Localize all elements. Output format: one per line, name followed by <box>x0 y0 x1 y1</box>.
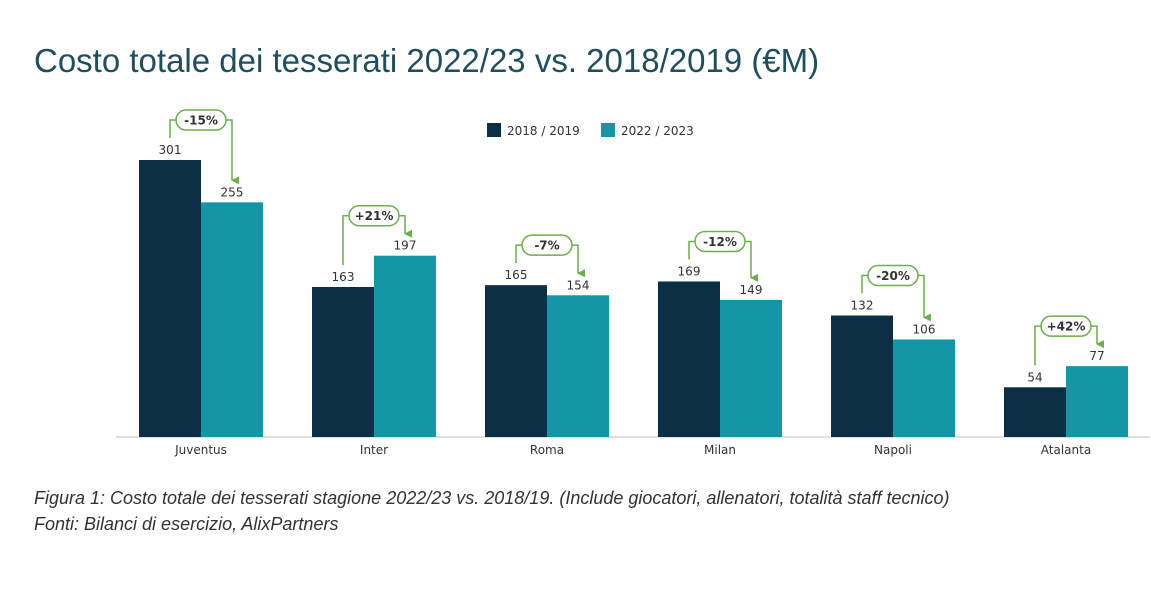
legend-swatch <box>487 123 501 137</box>
change-label: -12% <box>703 235 737 249</box>
value-label: 77 <box>1089 349 1104 363</box>
figure-source: Fonti: Bilanci di esercizio, AlixPartner… <box>34 514 339 534</box>
change-label: -15% <box>184 114 218 128</box>
bar-napoli-2022 <box>893 339 955 437</box>
bar-atalanta-2022 <box>1066 366 1128 437</box>
category-label: Atalanta <box>1041 443 1091 457</box>
legend-label: 2018 / 2019 <box>507 124 580 138</box>
bar-juventus-2018 <box>139 160 201 437</box>
bar-roma-2018 <box>485 285 547 437</box>
category-label: Inter <box>360 443 388 457</box>
legend-label: 2022 / 2023 <box>621 124 694 138</box>
chart-title: Costo totale dei tesserati 2022/23 vs. 2… <box>34 42 820 79</box>
legend-swatch <box>601 123 615 137</box>
value-label: 255 <box>221 185 244 199</box>
value-label: 154 <box>567 278 590 292</box>
change-annotation: +21% <box>342 204 412 265</box>
value-label: 149 <box>740 283 763 297</box>
category-label: Napoli <box>874 443 912 457</box>
change-label: -7% <box>534 239 559 253</box>
change-label: -20% <box>876 269 910 283</box>
category-label: Roma <box>530 443 564 457</box>
bar-napoli-2018 <box>831 315 893 437</box>
change-annotation: -12% <box>688 230 758 282</box>
value-label: 163 <box>332 270 355 284</box>
bar-inter-2022 <box>374 255 436 437</box>
change-annotation: +42% <box>1034 315 1104 366</box>
value-label: 54 <box>1027 370 1042 384</box>
change-annotation: -7% <box>515 234 585 278</box>
value-label: 165 <box>505 268 528 282</box>
bar-roma-2022 <box>547 295 609 437</box>
value-label: 169 <box>678 264 701 278</box>
bar-milan-2018 <box>658 281 720 437</box>
bars-group: 301 255 Juventus -15% 163 197 Inter +21% 165 154 R… <box>139 109 1128 457</box>
change-label: +21% <box>355 209 394 223</box>
figure-caption: Figura 1: Costo totale dei tesserati sta… <box>34 488 950 508</box>
change-annotation: -20% <box>861 264 931 322</box>
value-label: 106 <box>913 322 936 336</box>
bar-inter-2018 <box>312 286 374 437</box>
value-label: 301 <box>159 143 182 157</box>
bar-atalanta-2018 <box>1004 387 1066 437</box>
change-label: +42% <box>1047 320 1086 334</box>
category-label: Milan <box>704 443 736 457</box>
bar-milan-2022 <box>720 299 782 437</box>
change-annotation: -15% <box>169 109 239 185</box>
chart-legend: 2018 / 2019 2022 / 2023 <box>487 123 694 138</box>
value-label: 197 <box>394 239 417 253</box>
bar-juventus-2022 <box>201 202 263 437</box>
value-label: 132 <box>851 299 874 313</box>
category-label: Juventus <box>174 443 227 457</box>
